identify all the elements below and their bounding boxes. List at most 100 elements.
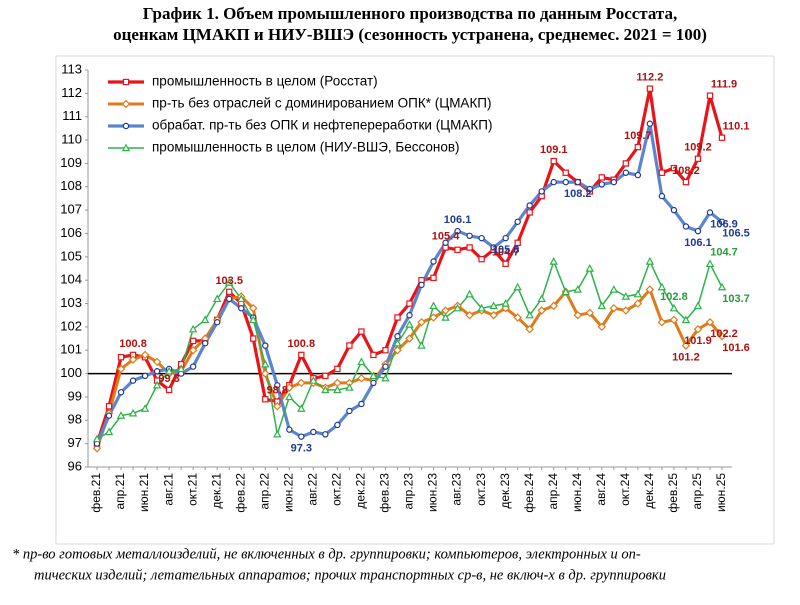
marker (310, 428, 317, 436)
x-tick-label: фев.25 (666, 473, 680, 513)
data-label: 109.2 (684, 142, 712, 154)
marker (429, 313, 438, 322)
marker (418, 281, 425, 289)
marker (501, 299, 510, 307)
data-label: 108.2 (564, 188, 592, 200)
marker (705, 317, 715, 327)
marker (358, 400, 365, 408)
y-tick-label: 104 (60, 272, 82, 287)
data-label: 109.1 (540, 144, 568, 156)
data-label: 106.1 (444, 214, 472, 226)
x-tick-label: фев.22 (233, 473, 247, 513)
x-tick-label: апр.24 (546, 473, 560, 510)
data-label: 104.7 (492, 247, 520, 259)
y-tick-label: 102 (60, 318, 82, 333)
marker (333, 385, 342, 394)
marker (405, 334, 414, 343)
x-tick-label: апр.22 (257, 473, 271, 510)
marker (669, 315, 679, 325)
marker (274, 382, 281, 389)
marker (610, 178, 618, 186)
marker (550, 178, 557, 186)
marker (429, 301, 438, 310)
data-label: 111.9 (711, 79, 737, 91)
marker (117, 354, 125, 361)
marker (176, 364, 186, 373)
marker (549, 257, 558, 265)
marker (502, 260, 509, 268)
x-tick-label: фев.23 (378, 473, 392, 513)
marker (393, 345, 402, 355)
legend-label: промышленность в целом (Росстат) (152, 74, 378, 89)
marker (633, 289, 643, 298)
marker (382, 347, 389, 354)
x-tick-label: апр.25 (690, 473, 704, 510)
marker (525, 310, 534, 319)
data-label: 112.2 (636, 72, 663, 84)
x-tick-label: дек.21 (209, 473, 223, 509)
marker (105, 412, 113, 419)
marker (513, 313, 522, 322)
marker (121, 99, 131, 109)
marker (718, 134, 726, 141)
marker (226, 288, 233, 296)
y-tick-label: 99 (68, 388, 82, 403)
x-tick-label: июн.24 (570, 473, 584, 512)
marker (658, 192, 666, 200)
marker (406, 312, 413, 319)
marker (105, 403, 113, 410)
y-tick-label: 103 (60, 295, 82, 310)
marker (382, 363, 389, 370)
marker (357, 357, 366, 366)
marker (238, 305, 245, 312)
marker (489, 301, 498, 310)
marker (574, 178, 581, 186)
y-tick-label: 100 (60, 365, 82, 380)
marker (537, 294, 546, 303)
y-tick-label: 101 (60, 342, 82, 357)
marker (405, 320, 414, 328)
marker (561, 287, 570, 296)
data-label: 103.7 (722, 293, 750, 305)
marker (128, 355, 138, 364)
marker (117, 389, 125, 396)
marker (122, 122, 130, 130)
data-label: 101.2 (672, 351, 700, 363)
y-tick-label: 108 (60, 178, 82, 193)
marker (213, 319, 221, 326)
marker (706, 92, 714, 99)
marker (465, 289, 474, 298)
data-label: 101.9 (684, 335, 712, 347)
marker (116, 411, 126, 419)
marker (478, 255, 485, 263)
marker (122, 78, 130, 86)
marker (250, 335, 257, 342)
marker (321, 385, 330, 394)
chart-frame (55, 55, 775, 545)
x-tick-label: дек.24 (642, 473, 656, 509)
x-tick-label: окт.24 (618, 473, 632, 506)
marker (188, 345, 198, 355)
footnote: тических изделий; летательных аппаратов;… (34, 567, 666, 583)
marker (322, 431, 329, 438)
marker (682, 178, 690, 186)
data-label: 106.9 (710, 218, 738, 230)
marker (633, 299, 643, 308)
x-tick-label: авг.22 (306, 473, 320, 506)
marker (226, 295, 233, 303)
x-tick-label: окт.21 (185, 473, 199, 506)
marker (200, 315, 210, 324)
marker (634, 171, 642, 179)
y-tick-label: 113 (61, 61, 82, 76)
marker (297, 378, 306, 388)
marker (585, 264, 595, 272)
marker (670, 206, 678, 214)
legend-label: промышленность в целом (НИУ-ВШЭ, Бессоно… (152, 140, 460, 155)
marker (273, 429, 282, 438)
marker (682, 223, 690, 230)
marker (645, 257, 655, 265)
x-tick-label: июн.25 (714, 473, 728, 512)
marker (717, 282, 727, 291)
marker (705, 259, 715, 268)
